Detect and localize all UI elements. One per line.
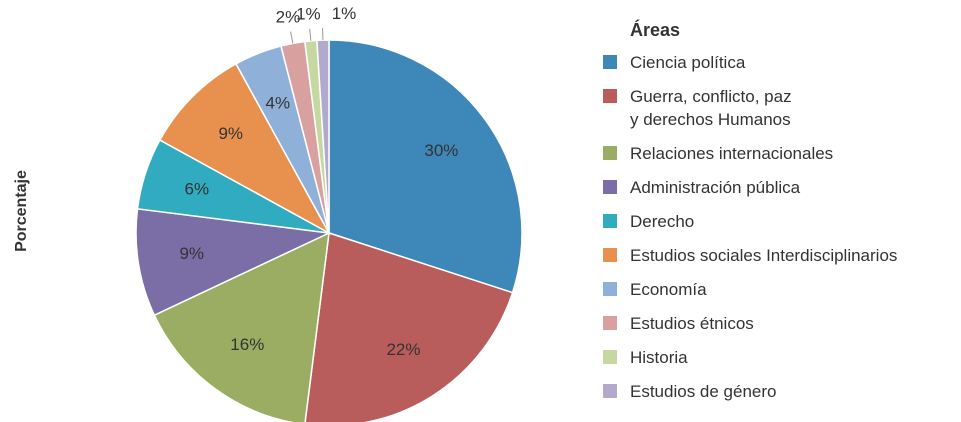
pie-slice: [135, 207, 332, 317]
legend-label: Estudios de género: [630, 382, 777, 401]
value-label: 16%: [230, 335, 264, 354]
legend-swatch: [603, 180, 617, 194]
legend-label: Economía: [630, 280, 707, 299]
legend-swatch: [603, 214, 617, 228]
legend-swatch: [603, 146, 617, 160]
y-axis-label: Porcentaje: [13, 170, 30, 252]
legend-swatch: [603, 316, 617, 330]
legend-swatch: [603, 89, 617, 103]
value-label: 4%: [266, 93, 291, 112]
value-label: 1%: [296, 4, 321, 23]
legend-swatch: [603, 282, 617, 296]
pie-slice: [153, 231, 330, 422]
leader-line: [309, 28, 312, 41]
legend-item: Derecho: [603, 210, 897, 233]
legend-item: Estudios de género: [603, 380, 897, 403]
legend-item: Relaciones internacionales: [603, 142, 897, 165]
legend-item: Ciencia política: [603, 51, 897, 74]
value-label: 6%: [185, 180, 210, 199]
legend-swatch: [603, 384, 617, 398]
legend-label: Estudios étnicos: [630, 314, 754, 333]
legend-label: Administración pública: [630, 178, 801, 197]
pie-slice: [328, 39, 523, 294]
value-label: 1%: [332, 4, 357, 23]
pie-slice: [158, 62, 331, 235]
pie-slice: [304, 232, 514, 422]
legend-item: Estudios sociales Interdisciplinarios: [603, 244, 897, 267]
legend-label: Historia: [630, 348, 688, 367]
legend-item: Estudios étnicos: [603, 312, 897, 335]
value-label: 9%: [179, 244, 204, 263]
legend-item: Administración pública: [603, 176, 897, 199]
legend-item: Economía: [603, 278, 897, 301]
legend: Áreas Ciencia política Guerra, conflicto,…: [603, 20, 897, 414]
legend-title: Áreas: [630, 20, 681, 40]
legend-label: Relaciones internacionales: [630, 144, 834, 163]
legend-label: Ciencia política: [630, 53, 746, 72]
legend-label: Estudios sociales Interdisciplinarios: [630, 246, 898, 265]
legend-item: Guerra, conflicto, paz y derechos Humano…: [603, 85, 897, 131]
leader-line: [290, 31, 294, 44]
legend-label: Derecho: [630, 212, 695, 231]
legend-swatch: [603, 248, 617, 262]
value-label: 30%: [424, 141, 458, 160]
legend-swatch: [603, 55, 617, 69]
legend-item: Historia: [603, 346, 897, 369]
value-label: 9%: [218, 124, 243, 143]
legend-swatch: [603, 350, 617, 364]
legend-label: Guerra, conflicto, paz y derechos Humano…: [630, 87, 792, 129]
value-label: 2%: [276, 7, 301, 26]
value-label: 22%: [386, 340, 420, 359]
